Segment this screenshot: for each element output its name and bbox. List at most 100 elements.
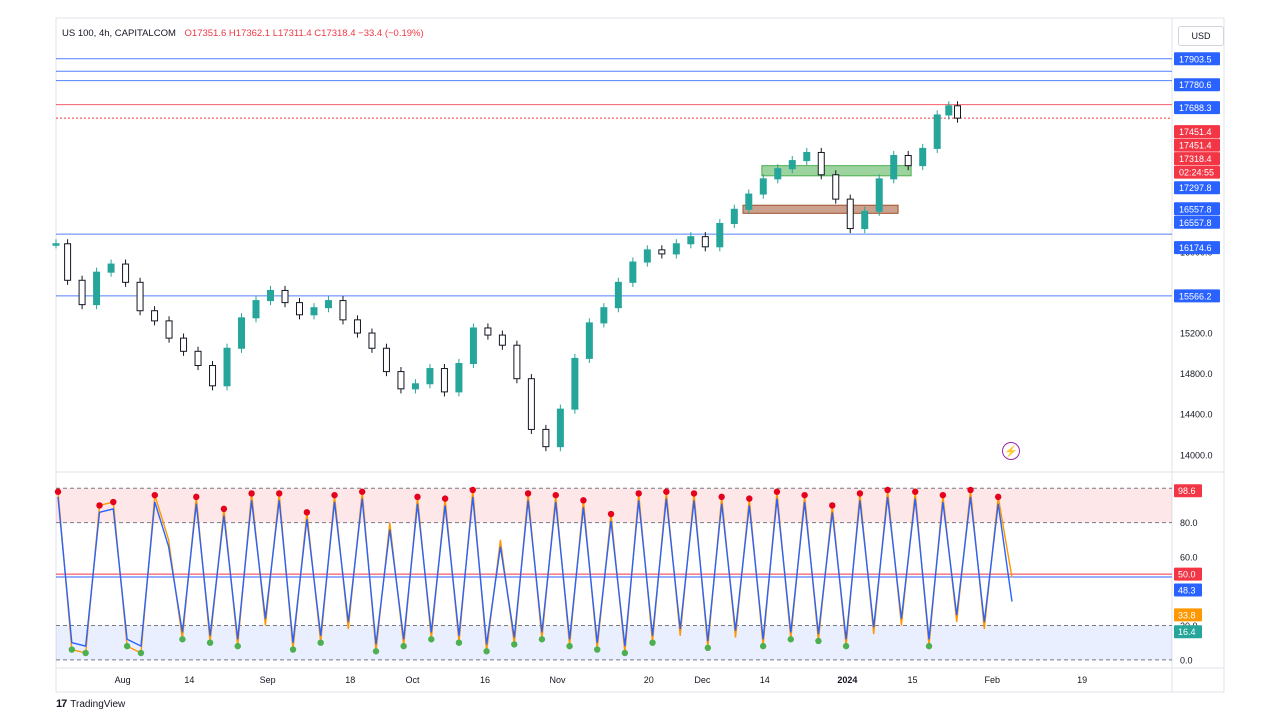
candle-body-9 <box>180 337 188 352</box>
price-label-bg <box>1174 52 1220 66</box>
x-tick-label: 16 <box>480 675 490 685</box>
price-label: 17318.4 <box>1179 154 1212 164</box>
cross-down-marker <box>151 491 158 499</box>
cross-up-marker <box>455 639 463 646</box>
cross-up-marker <box>483 648 490 655</box>
candle-body-38 <box>600 307 608 324</box>
candle-body-46 <box>716 222 724 248</box>
candle-body-30 <box>484 327 492 336</box>
candle-body-29 <box>469 327 477 364</box>
candle-body-21 <box>353 319 361 334</box>
x-axis: Aug 14 Sep 18 Oct 16 Nov 20 Dec 14 2024 15 Feb 19 <box>56 667 1224 685</box>
osc-value-label: 16.4 <box>1178 627 1196 637</box>
candle-body-26 <box>426 368 434 385</box>
x-tick-label: Sep <box>260 675 276 685</box>
y-tick-label: 15200.0 <box>1180 329 1213 339</box>
cross-down-marker <box>939 491 947 499</box>
cross-up-marker <box>400 642 407 650</box>
tradingview-mark-icon: 17 <box>56 698 67 710</box>
candle-body-45 <box>701 236 709 248</box>
price-label-bg <box>1174 138 1220 152</box>
candle-body-2 <box>78 279 86 306</box>
price-label-bg <box>1174 78 1220 92</box>
candle-body-23 <box>382 347 390 373</box>
lightning-icon[interactable]: ⚡ <box>1002 442 1020 460</box>
candle-body-24 <box>397 371 405 390</box>
y-tick-label: 14800.0 <box>1180 369 1213 379</box>
cross-up-marker <box>815 637 822 645</box>
cross-down-marker <box>967 486 974 494</box>
candle-body-33 <box>527 378 535 430</box>
cross-down-marker <box>663 488 670 495</box>
candle-body-41 <box>643 249 651 263</box>
cross-down-marker <box>884 486 891 494</box>
x-tick-label: Dec <box>694 675 711 685</box>
cross-up-marker <box>925 642 933 650</box>
price-label-bg <box>1174 125 1220 139</box>
price-label: 17297.8 <box>1179 183 1212 193</box>
candle-body-60 <box>919 147 927 167</box>
cross-up-marker <box>704 644 712 652</box>
candle-body-14 <box>252 300 260 319</box>
candle-body-43 <box>672 243 680 255</box>
candle-body-11 <box>209 365 217 387</box>
cross-down-marker <box>994 493 1002 501</box>
price-label-bg <box>1174 101 1220 115</box>
osc-value-label: 33.8 <box>1178 610 1196 620</box>
candle-body-37 <box>585 322 593 359</box>
cross-down-marker <box>276 490 283 497</box>
cross-down-marker <box>912 488 919 495</box>
close-value: C17318.4 <box>314 28 356 39</box>
cross-up-marker <box>842 642 850 650</box>
candle-body-8 <box>165 320 173 339</box>
candle-body-42 <box>658 249 666 255</box>
x-tick-label: 18 <box>345 675 355 685</box>
tradingview-logo: 17 TradingView <box>56 698 125 710</box>
cross-up-marker <box>538 636 546 643</box>
x-tick-label: 14 <box>760 675 770 685</box>
candle-body-39 <box>614 281 622 309</box>
cross-down-marker <box>358 488 366 495</box>
cross-down-marker <box>110 498 117 506</box>
candle-body-3 <box>93 271 101 306</box>
candle-body-57 <box>875 178 883 212</box>
zone-1 <box>742 204 899 214</box>
osc-value-bg <box>1174 567 1202 581</box>
chart-legend: US 100, 4h, CAPITALCOM O17351.6 H17362.1… <box>62 28 424 39</box>
overbought-band <box>56 488 1172 523</box>
candle-body-48 <box>745 193 753 210</box>
cross-down-marker <box>220 505 228 513</box>
candle-body-56 <box>861 210 869 230</box>
cross-up-marker <box>511 641 518 648</box>
cross-down-marker <box>552 491 559 499</box>
price-label: 17903.5 <box>1179 54 1212 64</box>
osc-y-tick-label: 0.0 <box>1180 655 1193 665</box>
candle-body-52 <box>803 151 811 162</box>
cross-up-marker <box>428 636 435 643</box>
cross-up-marker <box>759 642 767 650</box>
price-label-bg <box>1174 241 1220 255</box>
oscillator-pane: 80.060.040.020.00.098.650.048.333.816.4 <box>54 484 1202 665</box>
cross-up-marker <box>206 639 214 646</box>
cross-down-marker <box>441 495 449 502</box>
candle-body-13 <box>238 317 246 349</box>
currency-button[interactable]: USD <box>1178 26 1224 46</box>
price-label: 15566.2 <box>1179 291 1212 301</box>
candle-body-15 <box>267 289 275 302</box>
candle-body-1 <box>64 243 72 281</box>
y-tick-label: 14000.0 <box>1180 450 1213 460</box>
y-tick-label: 14400.0 <box>1180 410 1213 420</box>
cross-down-marker <box>248 490 255 497</box>
price-label: 17451.4 <box>1179 127 1212 137</box>
cross-up-marker <box>234 642 241 650</box>
candle-body-61 <box>933 114 941 149</box>
candle-body-6 <box>136 281 144 312</box>
candle-body-44 <box>687 236 695 245</box>
osc-y-tick-label: 80.0 <box>1180 518 1198 528</box>
open-value: O17351.6 <box>184 28 227 39</box>
candle-body-63 <box>953 105 961 119</box>
cross-down-marker <box>331 491 338 499</box>
cross-up-marker <box>137 649 145 657</box>
